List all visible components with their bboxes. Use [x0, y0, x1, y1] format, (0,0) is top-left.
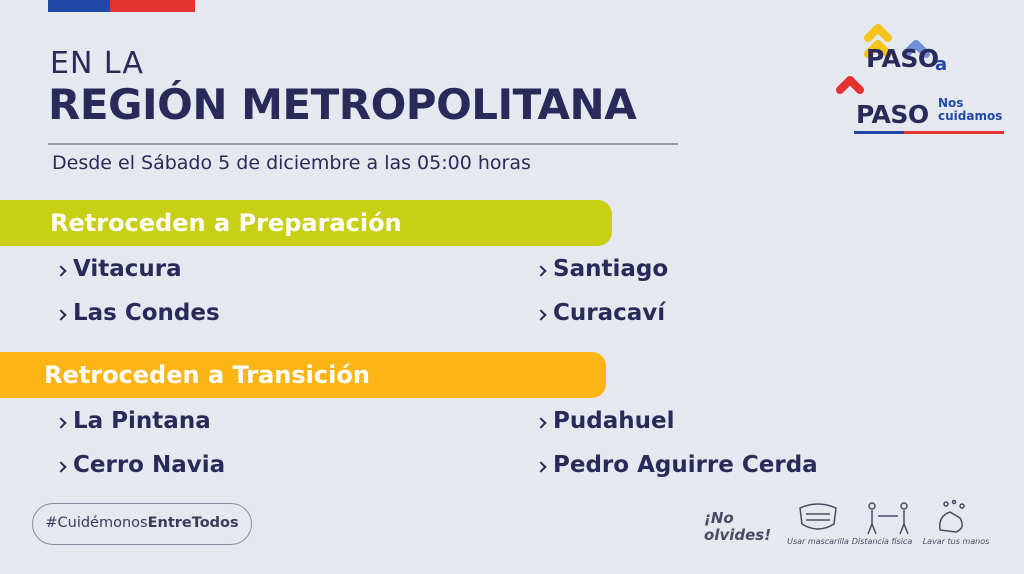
logo-a: a — [935, 54, 948, 75]
icon-label: Usar mascarilla — [787, 537, 849, 546]
section-item: Las Condes — [57, 300, 220, 326]
subtitle: Desde el Sábado 5 de diciembre a las 05:… — [52, 152, 531, 174]
hashtag: #CuidémonosEntreTodos — [32, 503, 252, 545]
title: REGIÓN METROPOLITANA — [48, 80, 637, 129]
divider — [48, 143, 678, 145]
section-item: La Pintana — [57, 408, 211, 434]
reminder-icons — [799, 499, 965, 535]
logo-line2: PASO — [856, 100, 929, 129]
flag-red — [110, 0, 195, 12]
section-item: Santiago — [537, 256, 668, 282]
hashtag-normal: #Cuidémonos — [45, 515, 148, 531]
icon-label: Lavar tus manos — [922, 537, 990, 546]
hashtag-bold: EntreTodos — [147, 515, 239, 531]
section-title: Retroceden a Transición — [0, 352, 606, 398]
logo-line1: PASO — [866, 44, 939, 73]
icon-label: Distancia física — [851, 537, 913, 546]
section-item: Cerro Navia — [57, 452, 225, 478]
logo-tag1: Nos — [938, 96, 964, 110]
logo-graphic — [836, 24, 1004, 134]
reminder-line1: ¡No — [704, 509, 734, 527]
title-small: EN LA — [50, 46, 144, 81]
section-item: Vitacura — [57, 256, 182, 282]
logo-tag2: cuidamos — [938, 109, 1003, 123]
section-title: Retroceden a Preparación — [0, 200, 612, 246]
section-item: Curacaví — [537, 300, 665, 326]
reminder-line2: olvides! — [704, 526, 772, 544]
flag-blue — [48, 0, 110, 12]
section-item: Pedro Aguirre Cerda — [537, 452, 818, 478]
section-item: Pudahuel — [537, 408, 674, 434]
